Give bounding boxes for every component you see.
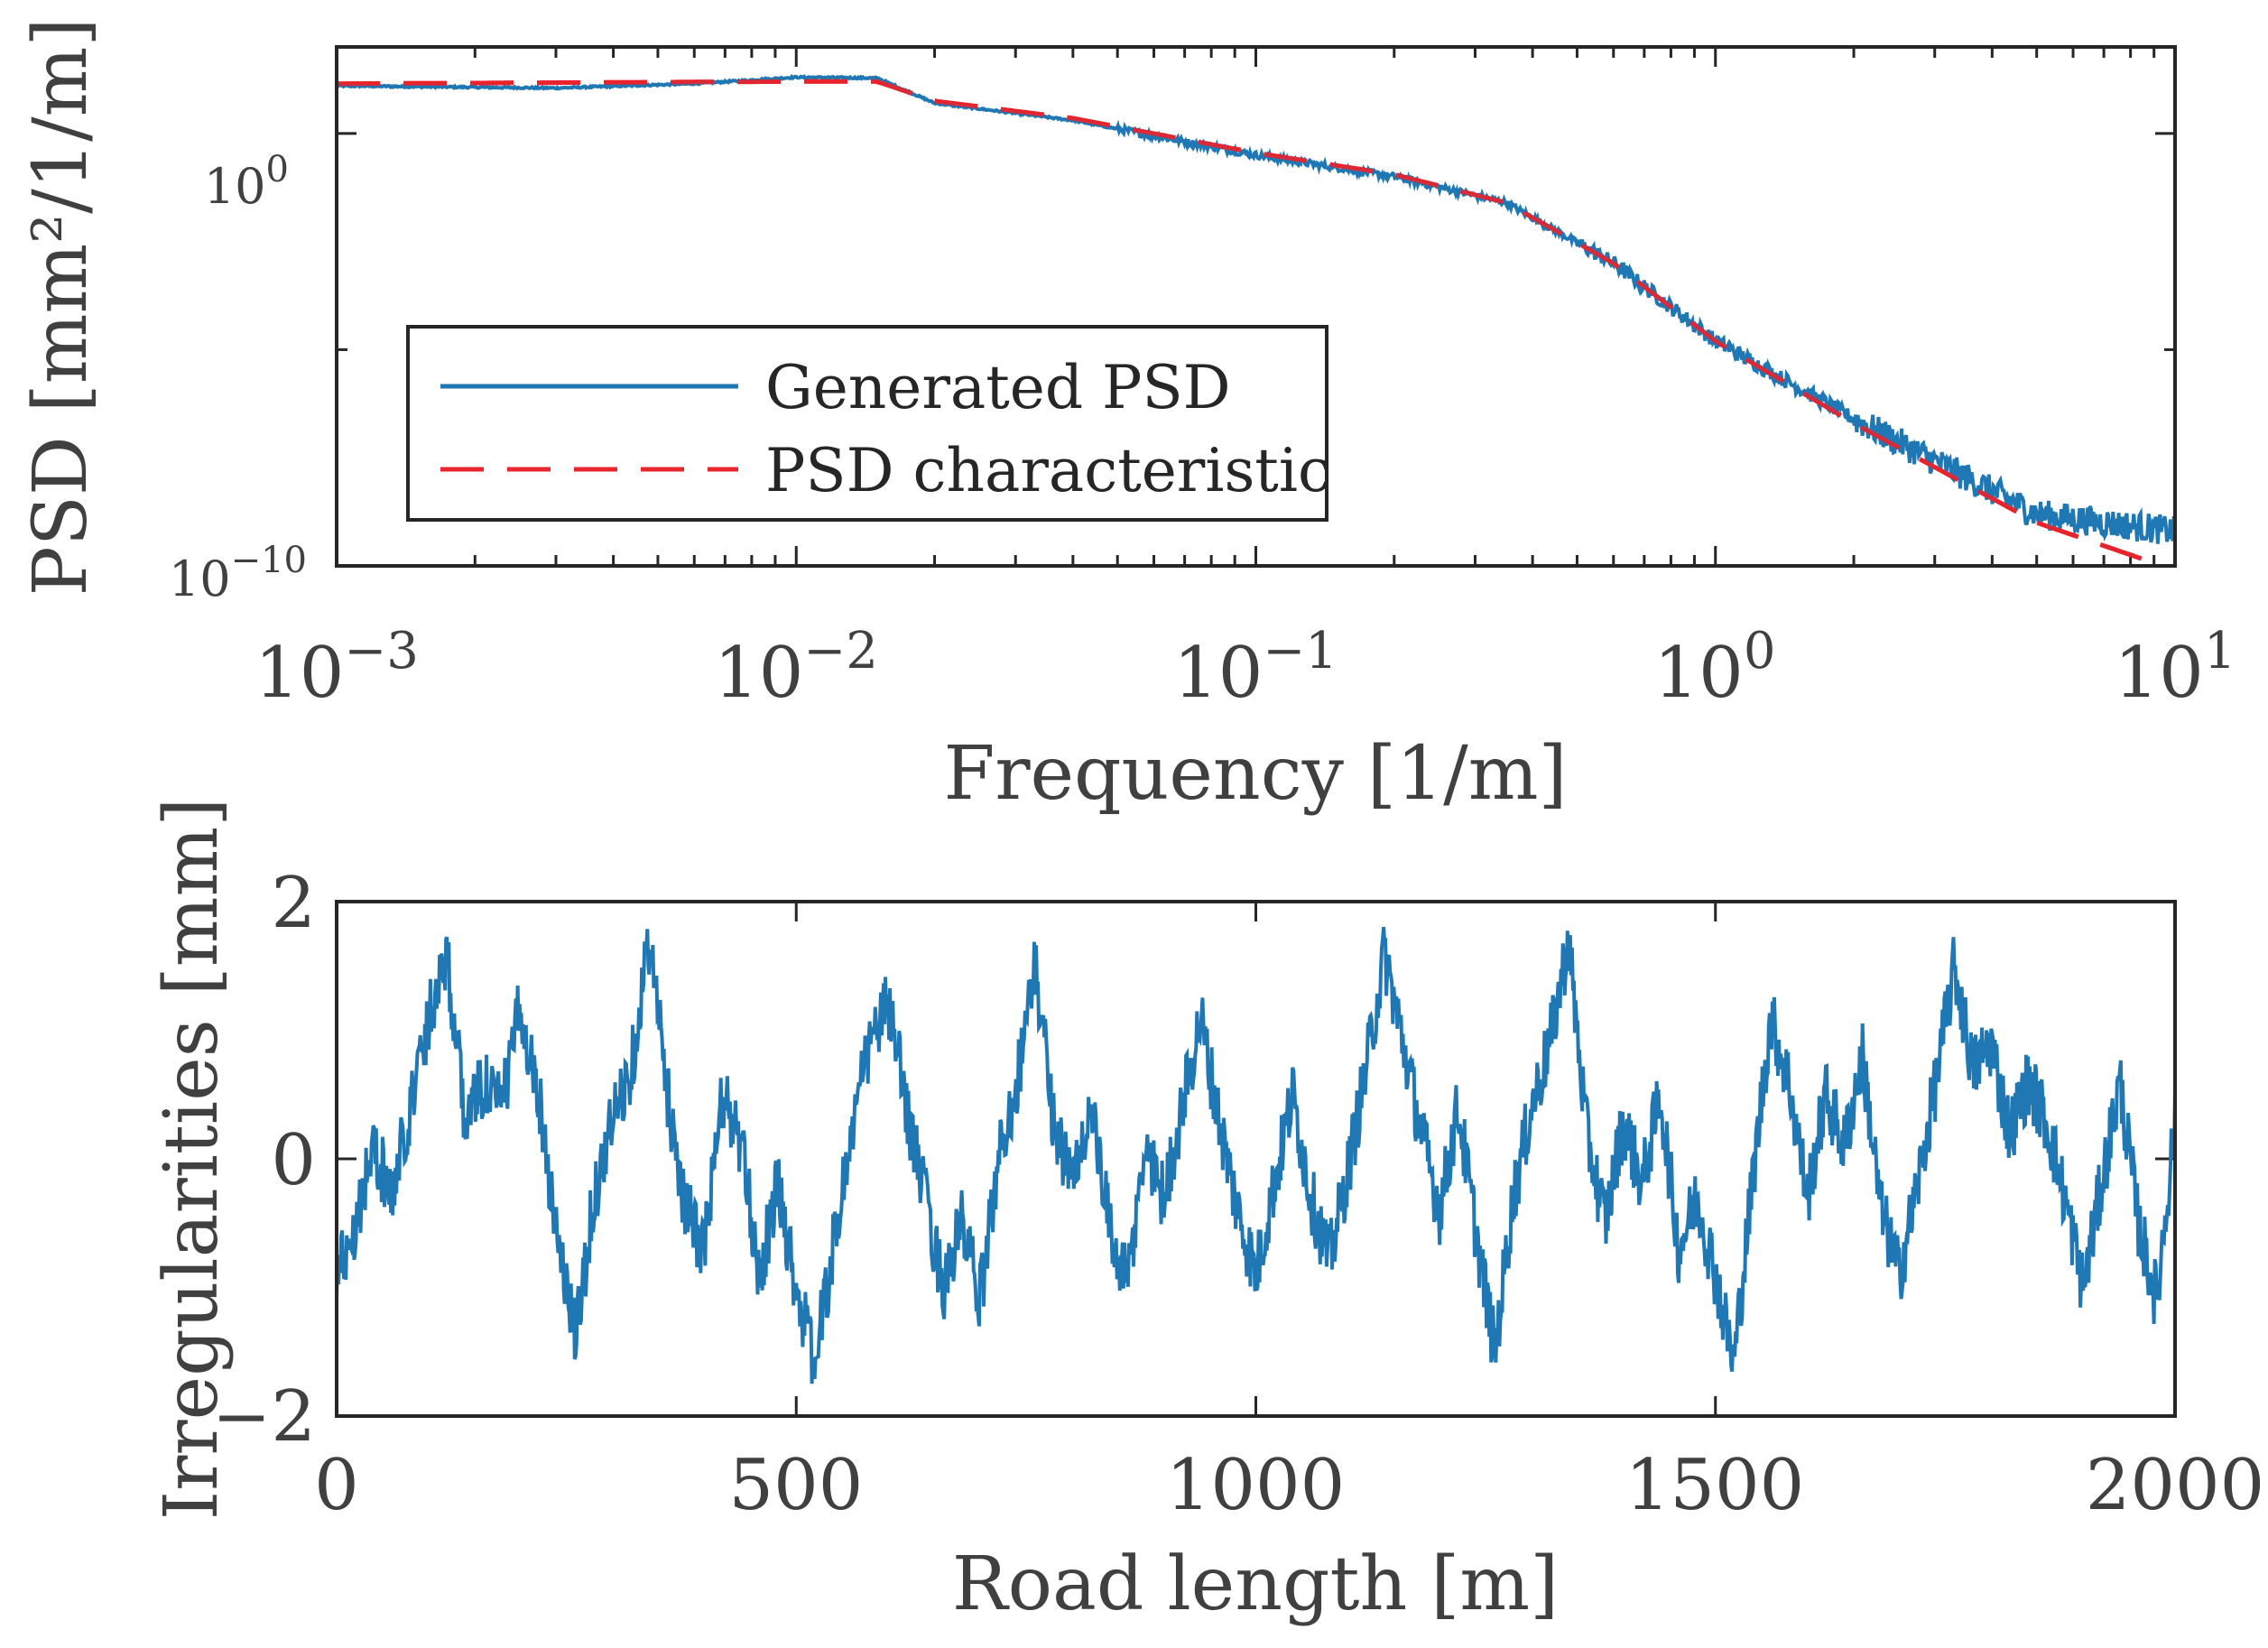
psd-generated-line [337, 73, 2175, 544]
irregularities-line [337, 927, 2175, 1384]
psd-ytick-top: 100 [204, 149, 289, 215]
road-xtick-0: 0 [314, 1445, 359, 1526]
psd-panel: 10−3 10−2 10−1 100 101 100 10−10 Frequen… [18, 18, 2236, 817]
road-ytick-neg2: −2 [212, 1376, 316, 1458]
road-xtick-1500: 1500 [1625, 1445, 1805, 1526]
road-ylabel: Irregularities [mm] [149, 798, 235, 1521]
road-xtick-1000: 1000 [1166, 1445, 1346, 1526]
road-xtick-2000: 2000 [2086, 1445, 2265, 1526]
psd-axes-box [335, 45, 2177, 568]
legend-label-characteristic: PSD characteristic [765, 436, 1331, 505]
psd-ytick-bottom: 10−10 [169, 540, 307, 607]
road-xtick-500: 500 [729, 1445, 864, 1526]
psd-xtick-3: 10−1 [1173, 622, 1338, 714]
psd-xtick-4: 100 [1654, 622, 1776, 714]
psd-xlabel: Frequency [1/m] [943, 731, 1567, 817]
psd-xtick-5: 101 [2115, 622, 2236, 714]
psd-characteristic-line-overlay [337, 79, 2170, 566]
road-panel: 0 500 1000 1500 2000 −2 0 2 Road length … [149, 798, 2264, 1627]
road-xlabel: Road length [m] [952, 1542, 1559, 1627]
psd-ylabel: PSD [mm²/1/m] [18, 18, 104, 597]
psd-xtick-2: 10−2 [714, 622, 878, 714]
road-ticks [335, 900, 2177, 1418]
psd-legend: Generated PSD PSD characteristic [406, 325, 1331, 522]
road-ytick-0: 0 [271, 1120, 316, 1201]
legend-box [406, 325, 1328, 522]
psd-xtick-1: 10−3 [255, 622, 419, 714]
legend-label-generated: Generated PSD [765, 353, 1231, 422]
road-ytick-2: 2 [271, 863, 316, 944]
road-axes-box [335, 900, 2177, 1418]
